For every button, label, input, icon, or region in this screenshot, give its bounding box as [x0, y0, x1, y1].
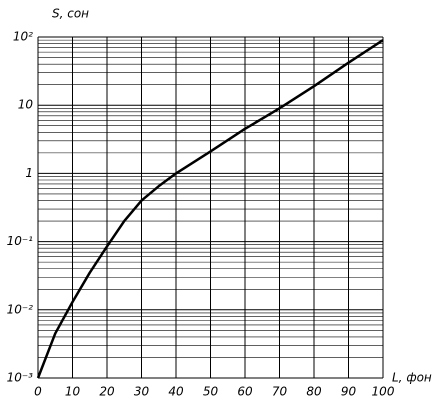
- y-tick-label: 10⁻³: [7, 371, 34, 385]
- x-tick-label: 80: [306, 385, 322, 399]
- x-tick-label: 20: [99, 385, 115, 399]
- y-tick-label: 1: [25, 166, 33, 180]
- y-tick-label: 10: [18, 98, 34, 112]
- x-tick-label: 60: [237, 385, 253, 399]
- x-axis-title: L, фон: [392, 371, 432, 385]
- x-tick-label: 70: [272, 385, 288, 399]
- x-tick-label: 10: [65, 385, 81, 399]
- y-tick-label: 10²: [13, 30, 33, 44]
- x-tick-label: 100: [372, 385, 395, 399]
- x-tick-label: 90: [341, 385, 357, 399]
- x-tick-label: 0: [34, 385, 42, 399]
- curve: [36, 39, 384, 379]
- x-tick-label: 30: [134, 385, 150, 399]
- x-tick-label: 40: [168, 385, 184, 399]
- x-tick-label: 50: [203, 385, 219, 399]
- y-tick-label: 10⁻¹: [7, 234, 34, 248]
- y-tick-label: 10⁻²: [7, 302, 34, 316]
- y-axis-title: S, сон: [52, 7, 89, 21]
